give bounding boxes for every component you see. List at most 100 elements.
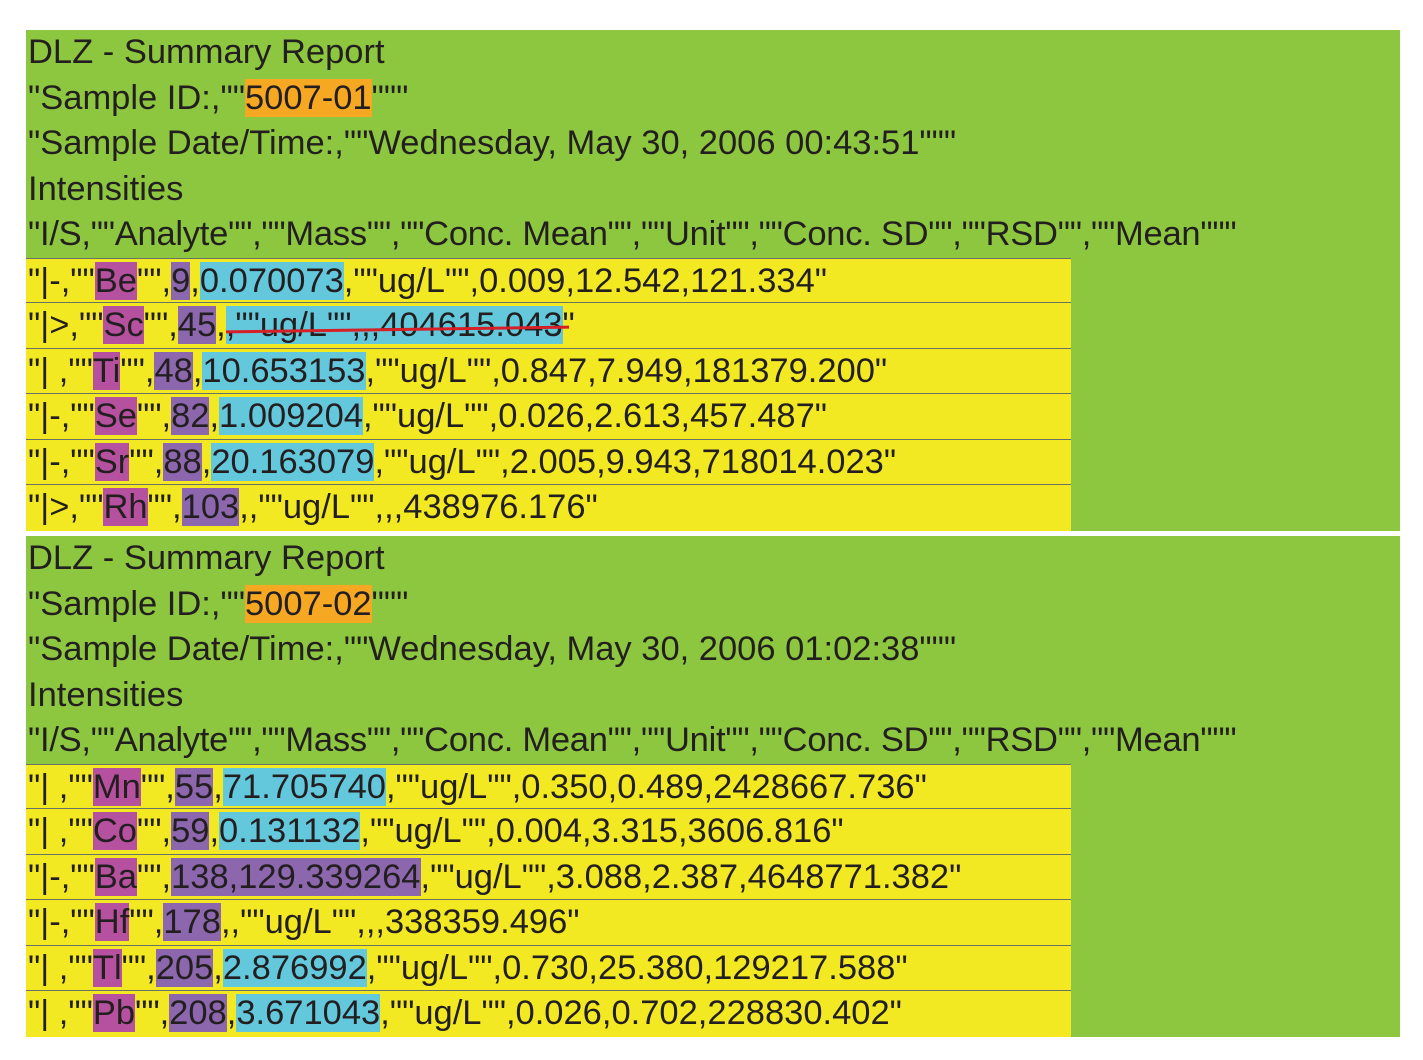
table-row: "| ,""Ti"",48,10.653153,""ug/L"",0.847,7… — [26, 348, 1071, 394]
separator: "", — [136, 397, 172, 435]
separator: , — [213, 948, 223, 987]
report-title: DLZ - Summary Report — [28, 539, 385, 577]
mass-cell: 48 — [154, 351, 193, 390]
is-flag: "|-,"" — [28, 397, 95, 435]
separator: "", — [136, 812, 172, 850]
mass-cell: 178 — [163, 903, 221, 941]
is-flag: "|-,"" — [28, 857, 95, 896]
row-remainder: ,,""ug/L"",,,438976.176" — [239, 488, 598, 526]
sample-id-line: "Sample ID:,""5007-02""" — [26, 582, 1400, 628]
row-remainder: ,""ug/L"",0.026,0.702,228830.402" — [380, 994, 902, 1032]
separator: "", — [143, 306, 178, 344]
conc-mean-cell: 3.671043 — [236, 994, 381, 1032]
data-rows: "| ,""Mn"",55,71.705740,""ug/L"",0.350,0… — [26, 763, 1400, 1037]
analyte-cell: Ba — [94, 857, 137, 896]
separator: , — [201, 442, 212, 481]
separator: , — [209, 397, 220, 435]
separator: "", — [129, 442, 164, 481]
section-label: Intensities — [28, 169, 184, 208]
table-row: "|-,""Hf"",178,,""ug/L"",,,338359.496" — [26, 900, 1071, 946]
is-flag: "|-,"" — [28, 442, 95, 481]
separator: , — [209, 812, 220, 850]
struck-conc-cell: ,""ug/L"",,,404615.043 — [225, 306, 563, 344]
separator: , — [192, 351, 203, 390]
conc-mean-cell: 0.070073 — [199, 261, 344, 300]
sample-date-line: "Sample Date/Time:,""Wednesday, May 30, … — [28, 630, 957, 668]
separator: , — [216, 306, 226, 344]
row-remainder: ,""ug/L"",0.009,12.542,121.334" — [343, 261, 828, 300]
conc-mean-cell: 20.163079 — [211, 442, 375, 481]
separator: "", — [135, 994, 170, 1032]
is-flag: "|>,"" — [28, 488, 104, 526]
table-row: "| ,""Mn"",55,71.705740,""ug/L"",0.350,0… — [26, 763, 1071, 809]
is-flag: "| ,"" — [28, 767, 93, 806]
conc-mean-cell: 1.009204 — [219, 397, 363, 435]
analyte-cell: Rh — [103, 488, 148, 526]
mass-cell: 138,129.339264 — [171, 857, 421, 896]
mass-cell: 103 — [181, 488, 240, 526]
mass-cell: 82 — [171, 397, 210, 435]
summary-report-1: DLZ - Summary Report "Sample ID:,""5007-… — [26, 30, 1400, 531]
row-remainder: ,""ug/L"",0.847,7.949,181379.200" — [365, 351, 888, 390]
mass-cell: 205 — [155, 948, 214, 987]
mass-cell: 9 — [171, 261, 191, 300]
analyte-cell: Sc — [103, 306, 144, 344]
sample-date-line: "Sample Date/Time:,""Wednesday, May 30, … — [28, 124, 957, 162]
is-flag: "| ,"" — [28, 948, 93, 987]
analyte-cell: Be — [94, 261, 137, 300]
summary-report-2: DLZ - Summary Report "Sample ID:,""5007-… — [26, 536, 1400, 1037]
sample-id-value: 5007-01 — [244, 78, 372, 117]
conc-mean-cell: 71.705740 — [222, 767, 386, 806]
is-flag: "| ,"" — [28, 812, 93, 850]
analyte-cell: Se — [94, 397, 137, 435]
sample-id-label: "Sample ID:,"" — [28, 584, 245, 623]
table-row: "|-,""Sr"",88,20.163079,""ug/L"",2.005,9… — [26, 439, 1071, 485]
mass-cell: 88 — [163, 442, 202, 481]
separator: "", — [140, 767, 175, 806]
mass-cell: 59 — [171, 812, 210, 850]
sample-id-suffix: """ — [371, 584, 409, 623]
table-row: "| ,""Pb"",208,3.671043,""ug/L"",0.026,0… — [26, 991, 1071, 1037]
row-remainder: ,""ug/L"",0.026,2.613,457.487" — [362, 397, 828, 435]
mass-cell: 45 — [177, 306, 217, 344]
conc-mean-cell: 10.653153 — [202, 351, 366, 390]
row-remainder: ,""ug/L"",0.730,25.380,129217.588" — [366, 948, 908, 987]
analyte-cell: Pb — [92, 994, 136, 1032]
is-flag: "|-,"" — [28, 903, 95, 941]
table-row: "|>,""Rh"",103,,""ug/L"",,,438976.176" — [26, 485, 1071, 531]
is-flag: "| ,"" — [28, 994, 93, 1032]
separator: "", — [120, 351, 155, 390]
table-row: "|-,""Be"",9,0.070073,""ug/L"",0.009,12.… — [26, 257, 1071, 303]
column-header-line: "I/S,""Analyte"",""Mass"",""Conc. Mean""… — [28, 721, 1237, 759]
is-flag: "|>,"" — [28, 306, 104, 344]
table-row: "|>,""Sc"",45,,""ug/L"",,,404615.043" — [26, 303, 1071, 349]
separator: "", — [136, 857, 172, 896]
separator: "", — [136, 261, 172, 300]
row-remainder: ,""ug/L"",2.005,9.943,718014.023" — [374, 442, 897, 481]
conc-mean-cell: 0.131132 — [219, 812, 361, 850]
separator: "", — [129, 903, 164, 941]
sample-id-line: "Sample ID:,""5007-01""" — [26, 76, 1400, 122]
table-row: "|-,""Ba"",138,129.339264,""ug/L"",3.088… — [26, 854, 1071, 900]
analyte-cell: Tl — [92, 948, 122, 987]
row-remainder: ,""ug/L"",0.350,0.489,2428667.736" — [385, 767, 927, 806]
separator: "", — [121, 948, 156, 987]
analyte-cell: Sr — [94, 442, 130, 481]
row-remainder: ,,""ug/L"",,,338359.496" — [220, 903, 580, 941]
separator: , — [213, 767, 223, 806]
separator: , — [226, 994, 237, 1032]
mass-cell: 208 — [169, 994, 227, 1032]
conc-mean-cell: 2.876992 — [222, 948, 367, 987]
table-row: "| ,""Tl"",205,2.876992,""ug/L"",0.730,2… — [26, 945, 1071, 991]
sample-id-suffix: """ — [371, 78, 409, 117]
analyte-cell: Hf — [94, 903, 130, 941]
row-remainder: ,""ug/L"",0.004,3.315,3606.816" — [360, 812, 844, 850]
row-remainder: ,""ug/L"",3.088,2.387,4648771.382" — [420, 857, 962, 896]
table-row: "|-,""Se"",82,1.009204,""ug/L"",0.026,2.… — [26, 394, 1071, 440]
report-title: DLZ - Summary Report — [28, 33, 385, 71]
mass-cell: 55 — [174, 767, 214, 806]
table-row: "| ,""Co"",59,0.131132,""ug/L"",0.004,3.… — [26, 809, 1071, 855]
data-rows: "|-,""Be"",9,0.070073,""ug/L"",0.009,12.… — [26, 257, 1400, 531]
separator: "", — [147, 488, 182, 526]
sample-id-value: 5007-02 — [244, 584, 372, 623]
